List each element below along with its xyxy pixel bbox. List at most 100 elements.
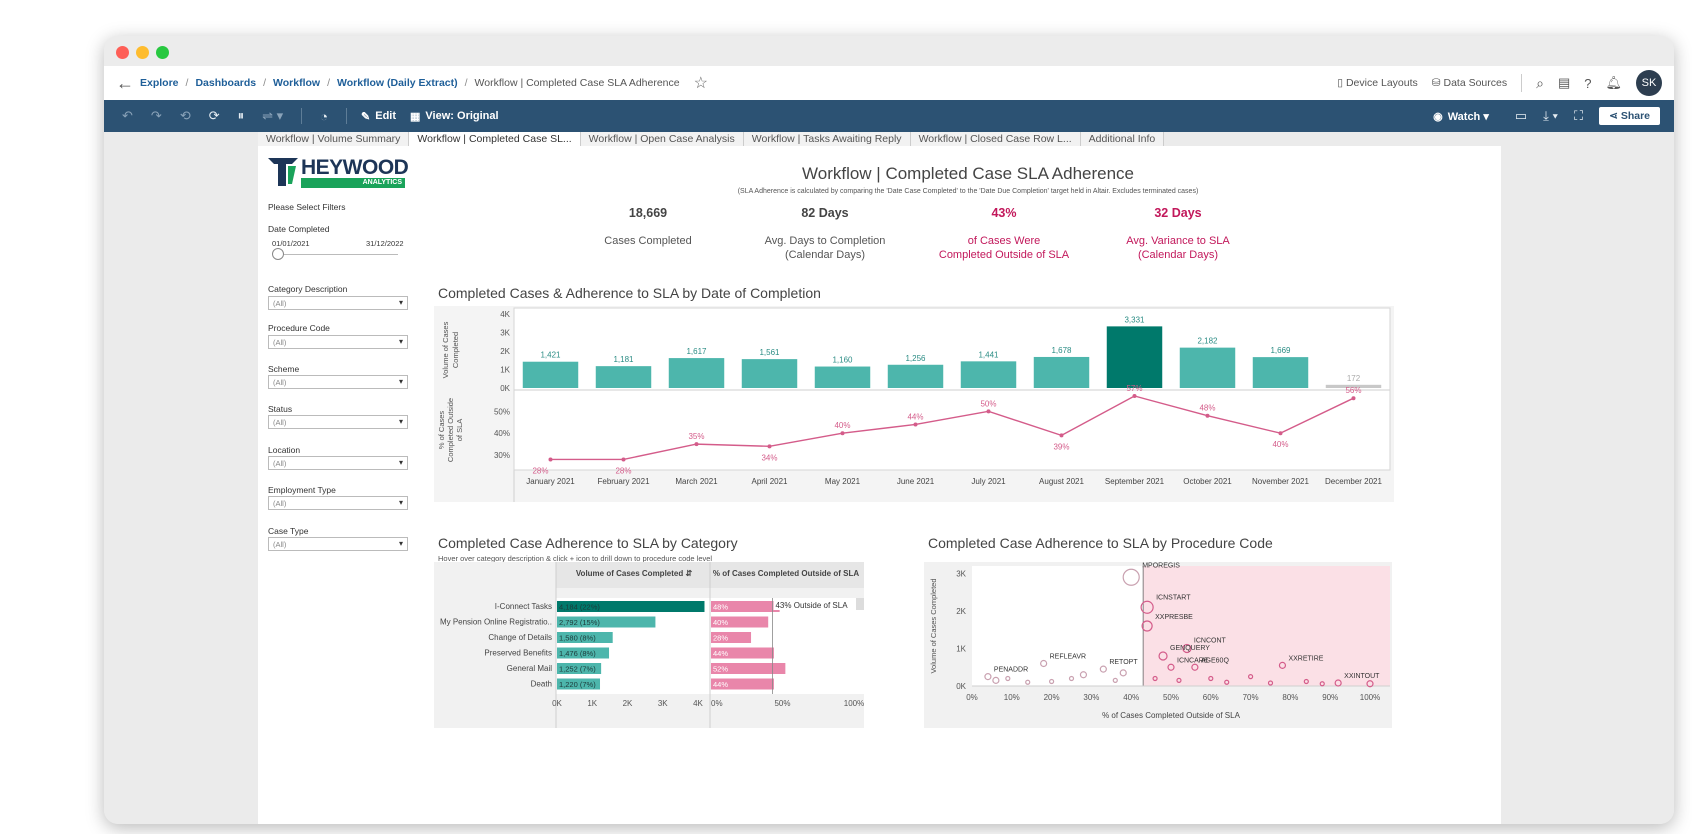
y-tick-label: 0K <box>500 384 510 393</box>
dashboard-canvas: Workflow | Volume Summary Workflow | Com… <box>104 132 1674 824</box>
breadcrumb-workflow-daily[interactable]: Workflow (Daily Extract) <box>337 77 458 89</box>
favorite-star-icon[interactable]: ☆ <box>693 75 708 92</box>
metrics-icon[interactable]: ◔ <box>320 108 329 124</box>
status-value: (All) <box>273 418 287 427</box>
line-point <box>1351 396 1356 401</box>
x-tick-label: 100% <box>1360 693 1380 702</box>
breadcrumb-dashboards[interactable]: Dashboards <box>195 77 257 89</box>
case-type-dropdown[interactable]: (All) ▾ <box>268 537 408 551</box>
kpi-avg-days: 82 Days Avg. Days to Completion (Calendar… <box>735 206 915 262</box>
pct-pane <box>710 598 864 694</box>
watch-button[interactable]: ◉ Watch ▾ <box>1433 110 1489 123</box>
fullscreen-icon[interactable]: ⛶ <box>1573 108 1584 123</box>
employment-dropdown[interactable]: (All) ▾ <box>268 496 408 510</box>
location-dropdown[interactable]: (All) ▾ <box>268 456 408 470</box>
y-tick-label: 1K <box>956 645 966 654</box>
category-dropdown[interactable]: (All) ▾ <box>268 296 408 310</box>
volume-bar <box>557 663 602 674</box>
date-completed-label: Date Completed <box>268 224 330 234</box>
search-icon[interactable]: ⌕ <box>1536 74 1544 91</box>
y-axis-title: Volume of Cases Completed <box>929 578 938 673</box>
category-label: My Pension Online Registratio.. <box>440 618 552 627</box>
bar-value-label: 1,256 <box>905 354 926 363</box>
device-layouts-button[interactable]: ▯ Device Layouts <box>1337 77 1418 89</box>
bar-value-label: 1,160 <box>832 356 853 365</box>
undo-icon[interactable]: ↶ <box>122 108 133 123</box>
tab-open-case-analysis[interactable]: Workflow | Open Case Analysis <box>580 132 744 146</box>
bar-value-label: 1,678 <box>1051 346 1072 355</box>
scatter-point <box>1334 679 1342 687</box>
x-tick-label: December 2021 <box>1325 477 1382 486</box>
share-button[interactable]: ⋖ Share <box>1599 107 1660 125</box>
monthly-chart[interactable]: 4K 3K 2K 1K 0K Volume of Cases Completed 1,421 1… <box>434 306 1394 502</box>
point-label: XXINTOUT <box>1344 673 1380 680</box>
breadcrumb-separator: / <box>464 77 468 89</box>
breadcrumb-explore[interactable]: Explore <box>140 77 179 89</box>
x-tick-label: April 2021 <box>751 477 788 486</box>
edit-button[interactable]: ✎ Edit <box>361 110 396 123</box>
dashboard-subtitle: (SLA Adherence is calculated by comparin… <box>737 188 1199 195</box>
procedure-dropdown[interactable]: (All) ▾ <box>268 335 408 349</box>
revert-icon[interactable]: ⟲ <box>179 108 191 123</box>
bar <box>1033 356 1090 388</box>
x-tick-label: 70% <box>1243 693 1259 702</box>
x-tick-label: July 2021 <box>971 477 1006 486</box>
date-end-value[interactable]: 31/12/2022 <box>366 239 404 248</box>
volume-bar <box>557 632 613 643</box>
x-tick-label: 30% <box>1083 693 1099 702</box>
comments-icon[interactable]: ▭ <box>1514 108 1528 123</box>
category-chart[interactable]: Volume of Cases Completed ⇵ % of Cases Co… <box>434 562 870 730</box>
point-label: ICNCONT <box>1194 638 1227 645</box>
line-point <box>767 444 772 449</box>
date-start-value[interactable]: 01/01/2021 <box>272 239 310 248</box>
plot-area <box>514 308 1390 470</box>
line-value-label: 28% <box>532 466 548 475</box>
line-value-label: 56% <box>1345 386 1361 395</box>
details-icon[interactable]: ▤ <box>1557 75 1571 90</box>
x-tick-label: 20% <box>1044 693 1060 702</box>
line-value-label: 28% <box>615 466 631 475</box>
scatter-point <box>1040 659 1048 668</box>
scatter-chart[interactable]: 3K 2K 1K 0K Volume of Cases Completed 0% 10% 20… <box>924 562 1394 730</box>
data-sources-button[interactable]: ⛁ Data Sources <box>1431 77 1508 89</box>
bar-value-label: 1,561 <box>759 348 780 357</box>
view-original-button[interactable]: ▦ View: Original <box>410 110 499 123</box>
volume-bar-label: 4,184 (22%) <box>559 603 600 612</box>
notifications-bell-icon[interactable]: 🔔︎ <box>1605 75 1622 90</box>
view-label: View: Original <box>425 110 499 122</box>
pause-updates-icon[interactable]: ⏸ <box>237 108 245 123</box>
download-icon[interactable]: ⤓ ▾ <box>1543 108 1558 123</box>
user-avatar[interactable]: SK <box>1636 70 1662 96</box>
scheme-dropdown[interactable]: (All) ▾ <box>268 375 408 389</box>
tab-completed-case-sla[interactable]: Workflow | Completed Case SL... <box>409 132 581 146</box>
kpi-label: Cases Completed <box>558 234 738 248</box>
x-tick-label: November 2021 <box>1252 477 1309 486</box>
tab-volume-summary[interactable]: Workflow | Volume Summary <box>258 132 410 146</box>
status-dropdown[interactable]: (All) ▾ <box>268 415 408 429</box>
help-icon[interactable]: ? <box>1584 75 1592 91</box>
kpi-label: of Cases Were Completed Outside of SLA <box>914 234 1094 262</box>
back-arrow-icon[interactable]: ← <box>116 72 134 93</box>
date-slider-track[interactable] <box>276 254 398 255</box>
x-tick-label: October 2021 <box>1183 477 1232 486</box>
tab-tasks-awaiting-reply[interactable]: Workflow | Tasks Awaiting Reply <box>743 132 911 146</box>
tab-additional-info[interactable]: Additional Info <box>1080 132 1165 146</box>
point-label: REFLEAVR <box>1050 654 1086 661</box>
filter-label-status: Status <box>268 404 293 414</box>
category-label: Death <box>531 680 552 689</box>
breadcrumb-workflow[interactable]: Workflow <box>273 77 321 89</box>
close-window-button[interactable] <box>116 46 129 59</box>
chevron-down-icon: ▾ <box>398 539 403 548</box>
bar-value-label: 3,331 <box>1124 315 1145 324</box>
scatter-point <box>1366 680 1374 688</box>
tab-closed-case-row[interactable]: Workflow | Closed Case Row L... <box>910 132 1081 146</box>
minimize-window-button[interactable] <box>136 46 149 59</box>
scatter-point <box>1141 620 1153 632</box>
date-slider-handle[interactable] <box>272 248 284 260</box>
maximize-window-button[interactable] <box>156 46 169 59</box>
point-label: RETOPT <box>1109 659 1138 666</box>
data-sources-label: Data Sources <box>1443 77 1508 89</box>
refresh-data-icon[interactable]: ⟳ <box>208 108 220 123</box>
redo-icon[interactable]: ↷ <box>150 108 162 123</box>
link-icon[interactable]: ⇌ ▾ <box>262 108 284 123</box>
